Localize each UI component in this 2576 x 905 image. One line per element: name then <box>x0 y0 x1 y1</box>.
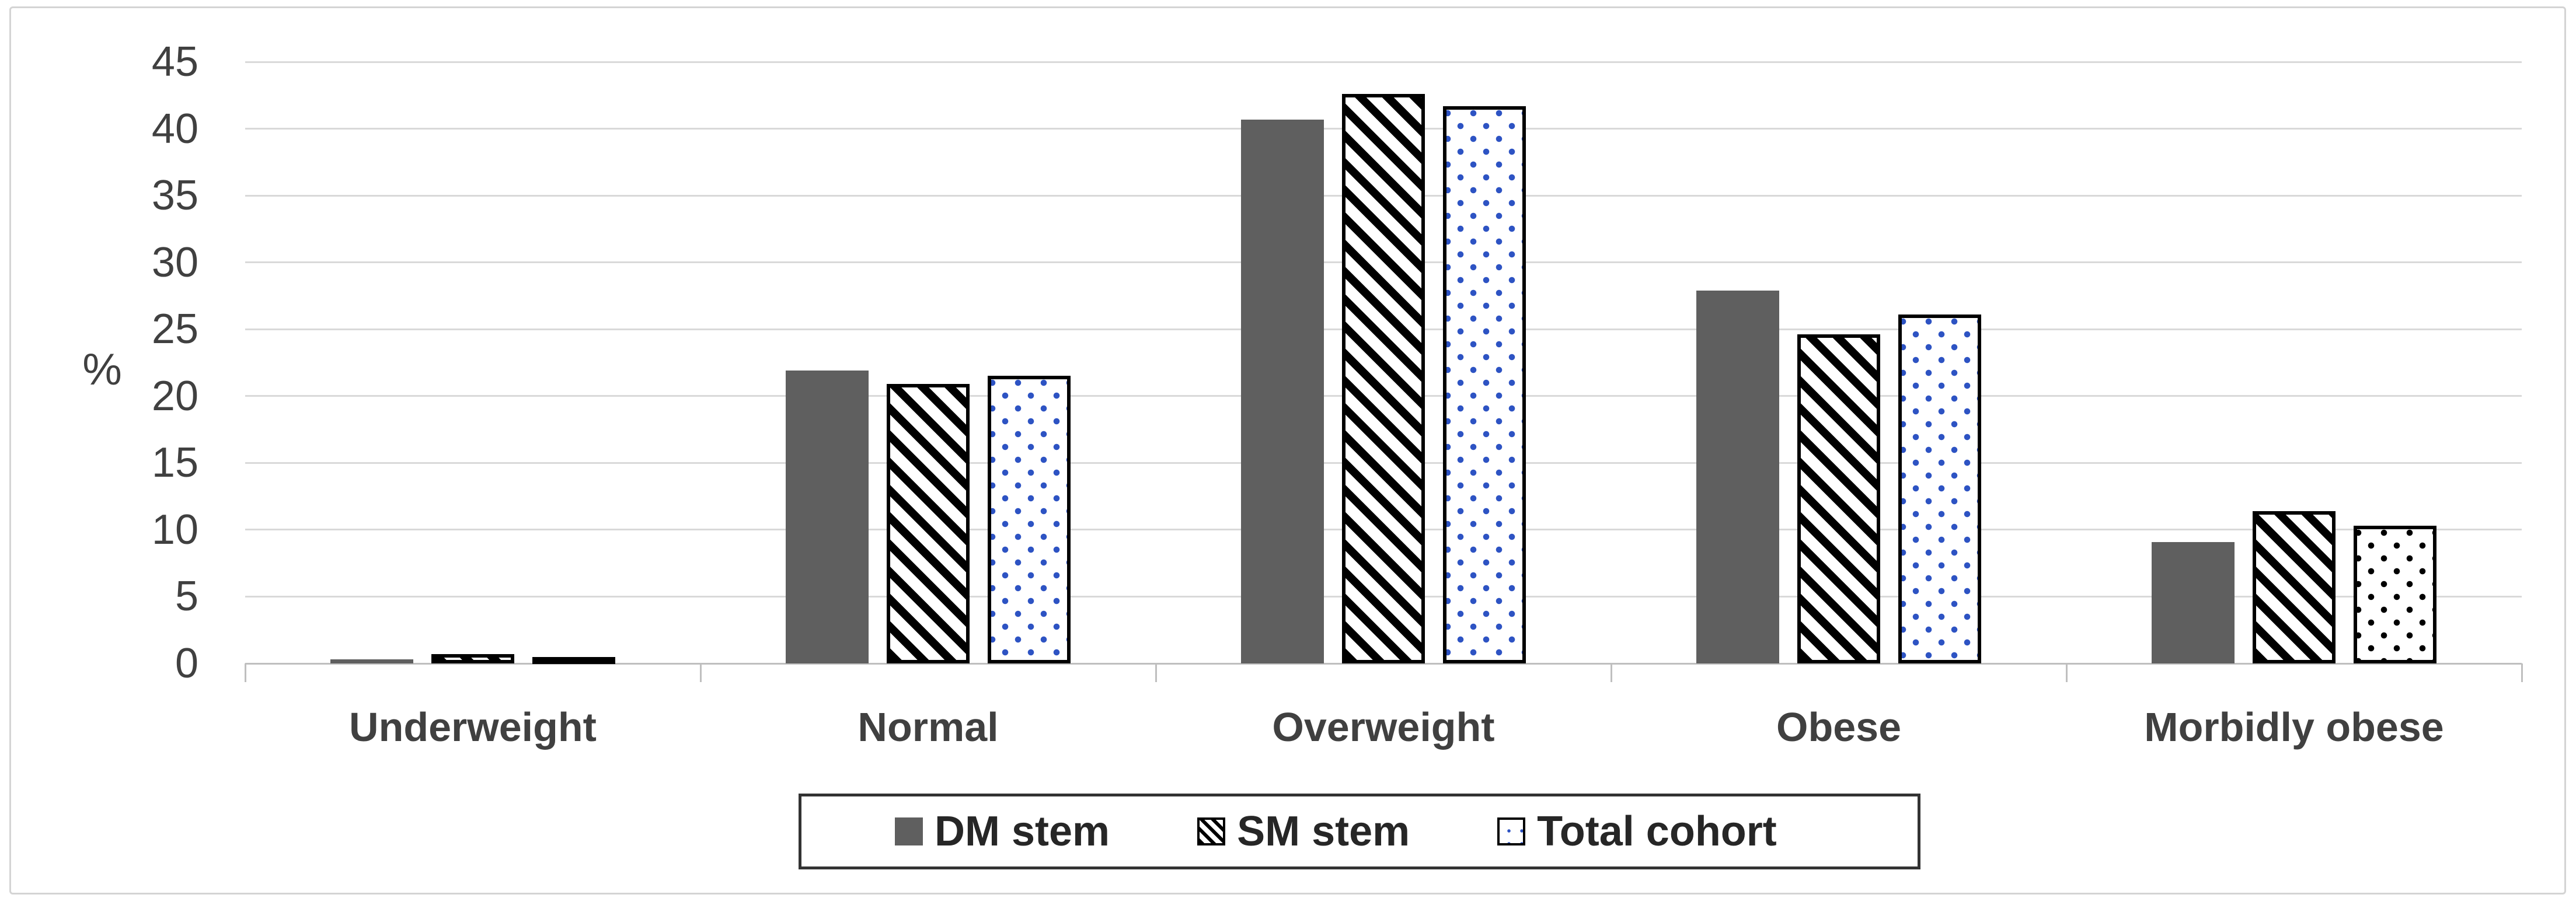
y-axis-tick-label: 35 <box>151 172 198 219</box>
sm-stem-swatch-icon <box>1197 817 1226 845</box>
bar-dm-stem <box>2152 541 2235 663</box>
bar-dm-stem <box>330 659 413 663</box>
x-axis-line <box>245 662 2522 665</box>
bar-dm-stem <box>1696 290 1779 663</box>
bar-total-cohort <box>1898 315 1981 663</box>
legend-entry-dm-stem: DM stem <box>895 808 1110 855</box>
y-axis-tick-label: 25 <box>151 306 198 353</box>
bar-total-cohort <box>532 656 615 664</box>
bar-sm-stem <box>431 654 514 663</box>
y-axis-tick-label: 0 <box>175 640 198 687</box>
bar-dm-stem <box>1241 119 1324 663</box>
bar-total-cohort <box>1443 106 1526 663</box>
y-axis-tick-label: 20 <box>151 372 198 420</box>
legend: DM stem SM stem Total cohort <box>799 794 1920 869</box>
category-label: Normal <box>857 704 999 750</box>
category-label: Overweight <box>1272 704 1495 750</box>
y-axis-tick-label: 10 <box>151 506 198 553</box>
y-axis-tick-label: 30 <box>151 239 198 286</box>
bar-sm-stem <box>887 384 970 663</box>
y-axis-title: % <box>82 345 122 394</box>
category-label: Obese <box>1776 704 1901 750</box>
y-axis-tick-label: 45 <box>151 39 198 85</box>
category-label: Underweight <box>349 704 597 750</box>
bar-total-cohort <box>988 376 1071 663</box>
bar-sm-stem <box>1342 93 1425 663</box>
bar-dm-stem <box>786 371 869 663</box>
y-axis-tick-label: 5 <box>175 573 198 620</box>
y-axis-tick-label: 15 <box>151 439 198 487</box>
x-axis-tick <box>2065 663 2068 682</box>
x-axis-tick <box>1155 663 1157 682</box>
legend-label: SM stem <box>1237 808 1410 855</box>
legend-entry-total-cohort: Total cohort <box>1497 808 1777 855</box>
y-axis-tick-label: 40 <box>151 105 198 152</box>
bar-total-cohort <box>2354 526 2436 663</box>
total-cohort-swatch-icon <box>1497 817 1526 845</box>
legend-label: Total cohort <box>1537 808 1777 855</box>
x-axis-tick <box>244 663 246 682</box>
category-label: Morbidly obese <box>2144 704 2444 750</box>
figure-border <box>9 6 2566 894</box>
bar-sm-stem <box>2253 511 2336 663</box>
x-axis-tick <box>699 663 702 682</box>
dm-stem-swatch-icon <box>895 817 923 845</box>
legend-entry-sm-stem: SM stem <box>1197 808 1410 855</box>
bar-sm-stem <box>1797 334 1880 663</box>
gridline <box>245 61 2522 63</box>
x-axis-tick <box>1610 663 1612 682</box>
x-axis-tick <box>2521 663 2523 682</box>
legend-label: DM stem <box>935 808 1110 855</box>
